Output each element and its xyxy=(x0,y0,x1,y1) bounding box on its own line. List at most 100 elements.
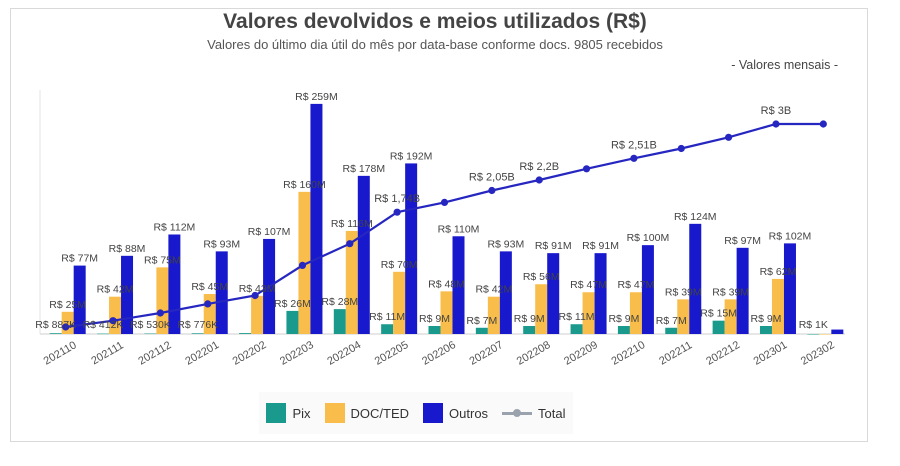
data-label-pix: R$ 9M xyxy=(419,313,450,325)
bar-pix-202202 xyxy=(239,333,252,334)
bar-outros-202204 xyxy=(357,175,370,334)
bar-outros-202203 xyxy=(310,103,323,334)
data-label-outros: R$ 100M xyxy=(627,232,670,244)
bar-outros-202206 xyxy=(452,236,465,334)
bar-pix-202302 xyxy=(807,333,820,335)
data-label-pix: R$ 15M xyxy=(700,308,737,320)
data-label-pix: R$ 9M xyxy=(514,313,545,325)
legend-swatch-total xyxy=(502,408,533,417)
bar-docted-202206 xyxy=(440,291,453,334)
data-label-docted: R$ 48M xyxy=(428,278,465,290)
data-label-total: R$ 2,2B xyxy=(519,161,559,173)
x-tick-label: 202212 xyxy=(704,339,742,368)
bar-docted-202111 xyxy=(109,296,122,334)
x-tick-label: 202301 xyxy=(752,339,790,368)
bar-pix-202110 xyxy=(49,333,62,334)
chart-title: Valores devolvidos e meios utilizados (R… xyxy=(223,10,647,33)
bar-pix-202301 xyxy=(759,326,772,334)
data-label-outros: R$ 107M xyxy=(248,226,291,238)
x-tick-label: 202112 xyxy=(136,339,173,367)
data-label-outros: R$ 259M xyxy=(295,91,338,103)
total-point-202212 xyxy=(725,133,733,141)
legend-item-outros[interactable]: Outros xyxy=(423,403,488,423)
legend-item-total[interactable]: Total xyxy=(502,406,566,421)
bar-pix-202111 xyxy=(97,333,110,335)
bar-outros-202301 xyxy=(783,243,796,334)
x-tick-label: 202205 xyxy=(373,339,411,368)
legend-swatch-outros xyxy=(423,403,444,423)
x-tick-label: 202110 xyxy=(42,339,79,367)
bar-outros-202209 xyxy=(594,253,607,334)
bar-pix-202112 xyxy=(144,333,157,335)
data-label-pix: R$ 1K xyxy=(799,319,828,331)
data-label-outros: R$ 93M xyxy=(203,238,240,250)
data-label-total: R$ 2,51B xyxy=(611,139,657,151)
total-point-202208 xyxy=(535,176,543,184)
data-label-docted: R$ 47M xyxy=(570,279,607,291)
bar-outros-202110 xyxy=(73,265,86,334)
legend-item-doc-ted[interactable]: DOC/TED xyxy=(324,403,409,423)
total-point-202204 xyxy=(346,240,354,248)
bar-docted-202110 xyxy=(61,311,74,334)
chart-frame xyxy=(10,8,868,442)
data-label-docted: R$ 39M xyxy=(712,286,749,298)
bar-docted-202112 xyxy=(156,267,169,334)
bar-docted-202212 xyxy=(724,299,737,334)
x-tick-label: 202204 xyxy=(325,339,363,368)
bar-docted-202211 xyxy=(677,299,690,334)
data-label-docted: R$ 43M xyxy=(239,283,276,295)
x-tick-label: 202203 xyxy=(278,339,316,368)
data-label-docted: R$ 70M xyxy=(381,259,418,271)
total-point-202203 xyxy=(298,261,307,269)
data-label-pix: R$ 28M xyxy=(321,296,358,308)
total-point-202210 xyxy=(630,154,638,162)
total-point-202206 xyxy=(440,198,449,206)
data-label-outros: R$ 178M xyxy=(342,163,385,175)
bar-outros-202201 xyxy=(215,251,228,334)
x-tick-label: 202209 xyxy=(562,339,600,368)
data-label-docted: R$ 25M xyxy=(49,299,86,311)
bar-pix-202205 xyxy=(381,324,394,334)
data-label-pix: R$ 776K xyxy=(177,319,218,331)
data-label-outros: R$ 112M xyxy=(153,221,195,233)
total-point-202110 xyxy=(62,323,70,331)
legend-label-pix: Pix xyxy=(292,405,311,421)
data-label-docted: R$ 62M xyxy=(760,266,797,278)
data-label-outros: R$ 77M xyxy=(61,253,98,265)
data-label-docted: R$ 39M xyxy=(665,286,702,298)
data-label-docted: R$ 45M xyxy=(191,281,228,293)
bar-docted-202302 xyxy=(819,334,832,335)
total-point-202207 xyxy=(488,186,496,195)
data-label-docted: R$ 75M xyxy=(144,254,181,266)
data-label-total: R$ 3B xyxy=(761,105,792,117)
chart-legend: Pix DOC/TED Outros Total xyxy=(259,392,573,434)
bar-pix-202201 xyxy=(191,333,204,334)
data-label-outros: R$ 97M xyxy=(724,235,761,247)
data-label-outros: R$ 91M xyxy=(582,240,619,252)
data-label-pix: R$ 11M xyxy=(369,311,405,323)
bar-outros-202111 xyxy=(121,255,134,334)
bar-pix-202211 xyxy=(665,327,678,334)
bar-docted-202301 xyxy=(771,278,784,334)
bar-outros-202207 xyxy=(499,251,512,334)
data-label-pix: R$ 9M xyxy=(608,313,639,325)
data-label-pix: R$ 530K xyxy=(130,319,171,331)
data-label-docted: R$ 56M xyxy=(523,271,560,283)
bar-pix-202208 xyxy=(523,326,536,334)
total-point-202111 xyxy=(109,317,117,325)
x-tick-label: 202206 xyxy=(420,339,458,368)
bar-outros-202205 xyxy=(405,163,418,334)
data-label-pix: R$ 7M xyxy=(466,315,497,327)
total-point-202209 xyxy=(582,165,591,173)
bar-pix-202209 xyxy=(570,324,583,334)
x-tick-label: 202111 xyxy=(89,339,125,367)
bar-docted-202207 xyxy=(487,296,500,334)
legend-item-pix[interactable]: Pix xyxy=(266,403,311,423)
data-label-docted: R$ 42M xyxy=(475,284,512,296)
data-label-docted: R$ 160M xyxy=(283,179,326,191)
total-point-202211 xyxy=(677,144,685,153)
total-point-202201 xyxy=(204,300,212,308)
data-label-pix: R$ 7M xyxy=(656,315,687,327)
data-label-pix: R$ 11M xyxy=(559,311,595,323)
bar-docted-202205 xyxy=(393,271,406,334)
